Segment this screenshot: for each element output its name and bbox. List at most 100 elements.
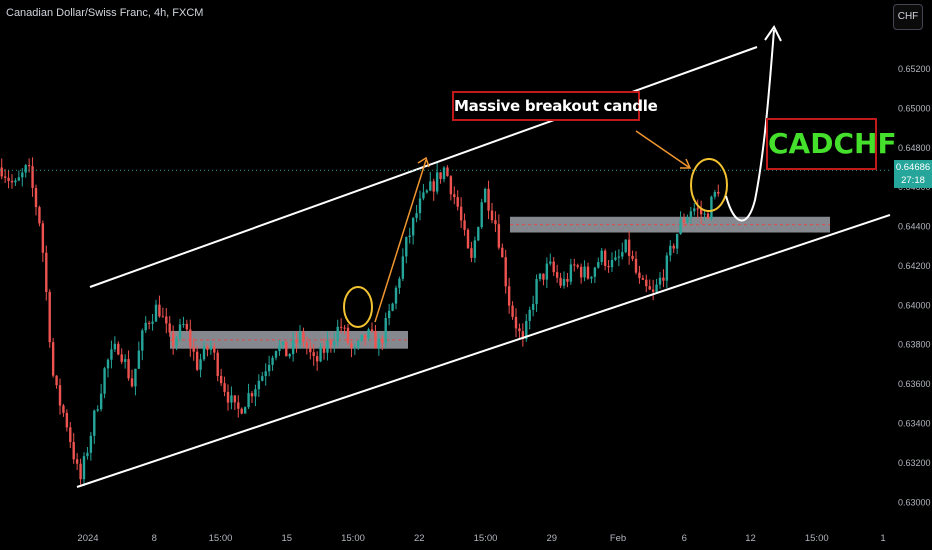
time-tick: 15:00 [209,533,233,544]
candle-body [250,393,254,397]
candle-body [693,208,696,212]
candle-body [552,261,555,273]
time-tick: 29 [546,533,557,544]
candle-body [706,213,710,219]
price-tick: 0.64800 [898,143,931,153]
annotation-arrowhead [680,158,692,169]
candle-body [617,256,621,258]
candle-body [538,273,542,280]
time-axis[interactable]: 2024 8 15:00 15 15:00 22 15:00 29 Feb 6 12 15:00 1 [77,533,885,544]
price-axis[interactable]: 0.652000.650000.648000.646000.644000.642… [898,64,931,507]
currency-button[interactable]: CHF [893,4,923,30]
candle-body [10,180,14,183]
candle-body [579,266,583,278]
candle-body [130,378,134,387]
candle-body [254,389,257,397]
candle-body [442,167,446,180]
price-tick: 0.64400 [898,222,931,232]
candle-body [487,188,490,211]
candle-body [391,303,394,311]
candle-body [189,329,192,348]
candle-body [96,409,99,411]
candle-body [247,393,250,408]
price-tick: 0.64000 [898,300,931,310]
candle-body [597,261,600,268]
candle-body [634,258,638,273]
price-tick: 0.63600 [898,379,931,389]
candle-body [127,359,130,379]
candle-body [621,252,624,257]
time-tick: 1 [880,533,885,544]
annotation-arrow [635,130,691,169]
candle-body [658,277,662,285]
candle-body [590,276,593,279]
candle-body [717,192,720,194]
candle-body [333,341,336,345]
candle-body [7,177,10,181]
candle-body [689,211,693,218]
candle-body [219,375,223,384]
candle-body [151,321,154,324]
candle-body [600,250,603,262]
candle-body [377,338,381,349]
candle-body [425,190,429,193]
candle-body [603,250,607,266]
candle-body [463,220,466,230]
candle-body [305,342,309,348]
time-tick: 8 [152,533,157,544]
candle-body [93,410,96,436]
candle-body [662,277,665,281]
candle-body [158,304,161,317]
candle-body [686,217,689,223]
candle-body [360,334,363,341]
candle-body [123,359,127,362]
candle-body [226,391,230,403]
candle-body [555,272,559,278]
price-tick: 0.65000 [898,103,931,113]
candle-body [82,456,86,480]
candle-body [346,327,350,344]
annotation-overlays [0,25,890,328]
candle-body [319,346,322,362]
candle-body [213,346,216,353]
candle-body [271,357,274,365]
candle-body [710,196,713,219]
candle-body [315,356,319,362]
candle-body [233,395,237,403]
candle-body [501,247,504,258]
price-tick: 0.63200 [898,458,931,468]
candle-body [298,331,302,344]
candle-body [274,351,278,358]
time-tick: 15:00 [805,533,829,544]
candle-body [528,309,531,321]
candle-body [562,278,566,286]
candle-body [336,326,339,342]
candle-body [387,310,391,319]
time-tick: 15:00 [341,533,365,544]
candle-body [154,304,158,322]
candle-body [353,346,357,349]
candle-body [185,323,189,330]
candle-body [477,227,480,241]
candle-body [665,255,669,281]
candle-body [343,327,346,329]
candle-body [367,329,370,339]
candle-body [405,237,408,257]
trend-arrow [374,159,427,323]
symbol-label: CADCHF [766,118,897,170]
candle-body [624,239,627,253]
candle-body [147,322,151,324]
candle-body [51,342,55,376]
candle-body [408,235,411,238]
candle-body [55,375,58,386]
candle-body [350,343,353,349]
candle-body [288,354,291,357]
candle-body [326,340,329,353]
candle-body [69,427,72,443]
candle-body [559,277,562,286]
breakout-circle [343,286,373,328]
candle-body [713,192,717,197]
candle-body [240,408,243,414]
candle-body [593,267,597,277]
